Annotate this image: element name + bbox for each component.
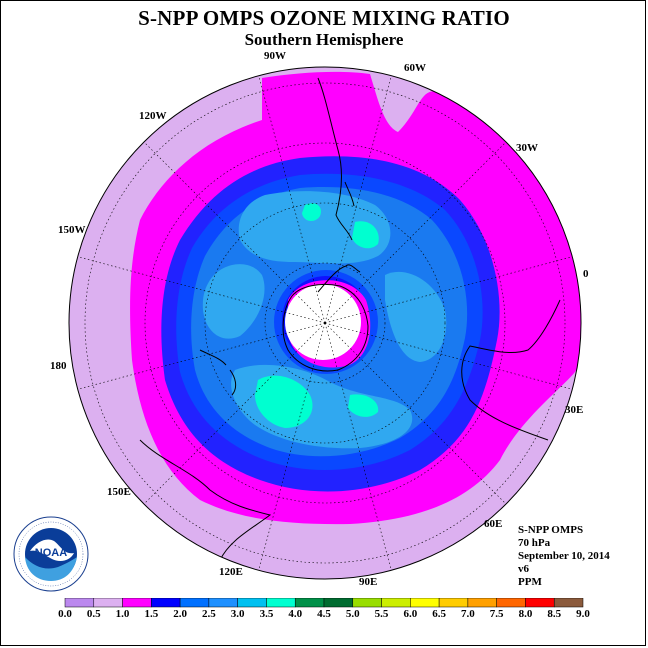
- colorbar-tick-label: 0.0: [58, 608, 72, 620]
- ozone-band-3-5-c: [255, 375, 313, 428]
- colorbar-tick-label: 8.0: [518, 608, 533, 620]
- colorbar-swatch: [266, 598, 296, 608]
- info-version: v6: [518, 563, 529, 575]
- colorbar-swatch: [496, 598, 526, 608]
- colorbar-tick-label: 2.0: [173, 608, 187, 620]
- meridian-line: [324, 256, 573, 324]
- colorbar-swatch: [410, 598, 440, 608]
- meridian-line: [77, 256, 326, 324]
- info-instrument: S-NPP OMPS: [518, 524, 584, 536]
- coastline-australia: [139, 439, 272, 561]
- lon-label-60w: 60W: [404, 62, 426, 74]
- info-units: PPM: [518, 576, 542, 588]
- lon-label-0: 0: [583, 268, 589, 280]
- map-subtitle: Southern Hemisphere: [244, 30, 404, 49]
- meridian-line: [324, 322, 392, 571]
- map-title: S-NPP OMPS OZONE MIXING RATIO: [138, 6, 510, 30]
- coastline-south-america: [317, 77, 355, 241]
- lon-label-180: 180: [50, 360, 67, 372]
- lon-label-150e: 150E: [107, 486, 131, 498]
- colorbar-swatch: [323, 598, 354, 608]
- meridian-line: [143, 322, 326, 505]
- colorbar-tick-label: 5.5: [374, 608, 389, 620]
- colorbar-swatch: [179, 598, 210, 608]
- coastline-antarctic-peninsula: [317, 264, 361, 293]
- meridian-line: [258, 322, 326, 571]
- colorbar-swatch: [381, 598, 411, 608]
- coastline-new-zealand: [199, 349, 237, 396]
- meridian-line: [143, 141, 326, 324]
- colorbar-tick-label: 9.0: [576, 608, 590, 620]
- colorbar-swatch: [553, 598, 584, 608]
- lon-label-120w: 120W: [139, 110, 167, 122]
- colorbar-swatch: [64, 598, 95, 608]
- lon-label-30w: 30W: [516, 142, 538, 154]
- colorbar-tick-label: 1.5: [144, 608, 159, 620]
- colorbar-tick-label: 2.5: [202, 608, 216, 620]
- meridian-line: [258, 75, 326, 324]
- lon-label-90e: 90E: [359, 576, 378, 588]
- coastline-africa: [461, 299, 561, 441]
- coastline-antarctica: [282, 283, 369, 372]
- colorbar-swatch: [352, 598, 382, 608]
- colorbar: [64, 598, 584, 608]
- meridian-line: [324, 322, 573, 390]
- map-info: S-NPP OMPS 70 hPa September 10, 2014 v6 …: [518, 524, 610, 589]
- colorbar-swatch: [294, 598, 325, 608]
- info-date: September 10, 2014: [518, 550, 610, 562]
- ozone-band-3-5-d: [348, 394, 379, 417]
- polar-night-hole: [285, 284, 361, 360]
- pole-dot: [323, 321, 327, 325]
- colorbar-swatch: [467, 598, 497, 608]
- latitude-graticule: [84, 82, 566, 564]
- colorbar-tick-label: 4.0: [288, 608, 303, 620]
- colorbar-swatch: [151, 598, 181, 608]
- ozone-band-3-0-a: [238, 191, 391, 264]
- colorbar-swatch: [438, 598, 469, 608]
- ozone-band-3-0-b: [202, 264, 265, 339]
- ozone-band-3-5-b: [352, 221, 379, 249]
- longitude-graticule: [77, 75, 573, 571]
- colorbar-tick-label: 8.5: [547, 608, 562, 620]
- colorbar-swatch: [525, 598, 555, 608]
- lon-label-30e: 30E: [565, 404, 584, 416]
- colorbar-swatch: [208, 598, 238, 608]
- colorbar-tick-label: 3.5: [259, 608, 274, 620]
- colorbar-tick-label: 1.0: [115, 608, 130, 620]
- colorbar-tick-label: 7.5: [489, 608, 504, 620]
- colorbar-tick-label: 4.5: [317, 608, 331, 620]
- colorbar-tick-label: 3.0: [230, 608, 245, 620]
- colorbar-swatch: [237, 598, 267, 608]
- colorbar-tick-label: 6.5: [432, 608, 446, 620]
- meridian-line: [324, 75, 392, 324]
- lon-label-150w: 150W: [58, 224, 86, 236]
- info-level: 70 hPa: [518, 537, 551, 549]
- colorbar-swatch: [93, 598, 123, 608]
- meridian-line: [324, 141, 507, 324]
- ozone-band-3-5-a: [302, 203, 321, 222]
- lon-label-120e: 120E: [219, 566, 243, 578]
- colorbar-tick-label: 7.0: [461, 608, 475, 620]
- colorbar-tick-label: 0.5: [86, 608, 101, 620]
- lon-label-90w: 90W: [264, 50, 286, 62]
- noaa-logo: NOAA: [13, 516, 89, 592]
- noaa-logo-text: NOAA: [35, 547, 67, 559]
- colorbar-swatch: [122, 598, 152, 608]
- meridian-line: [324, 322, 507, 505]
- map-boundary: [68, 66, 582, 580]
- meridian-line: [77, 322, 326, 390]
- lon-label-60e: 60E: [484, 518, 503, 530]
- colorbar-tick-label: 5.0: [345, 608, 360, 620]
- ozone-band-3-0-d: [385, 271, 447, 362]
- colorbar-tick-label: 6.0: [403, 608, 418, 620]
